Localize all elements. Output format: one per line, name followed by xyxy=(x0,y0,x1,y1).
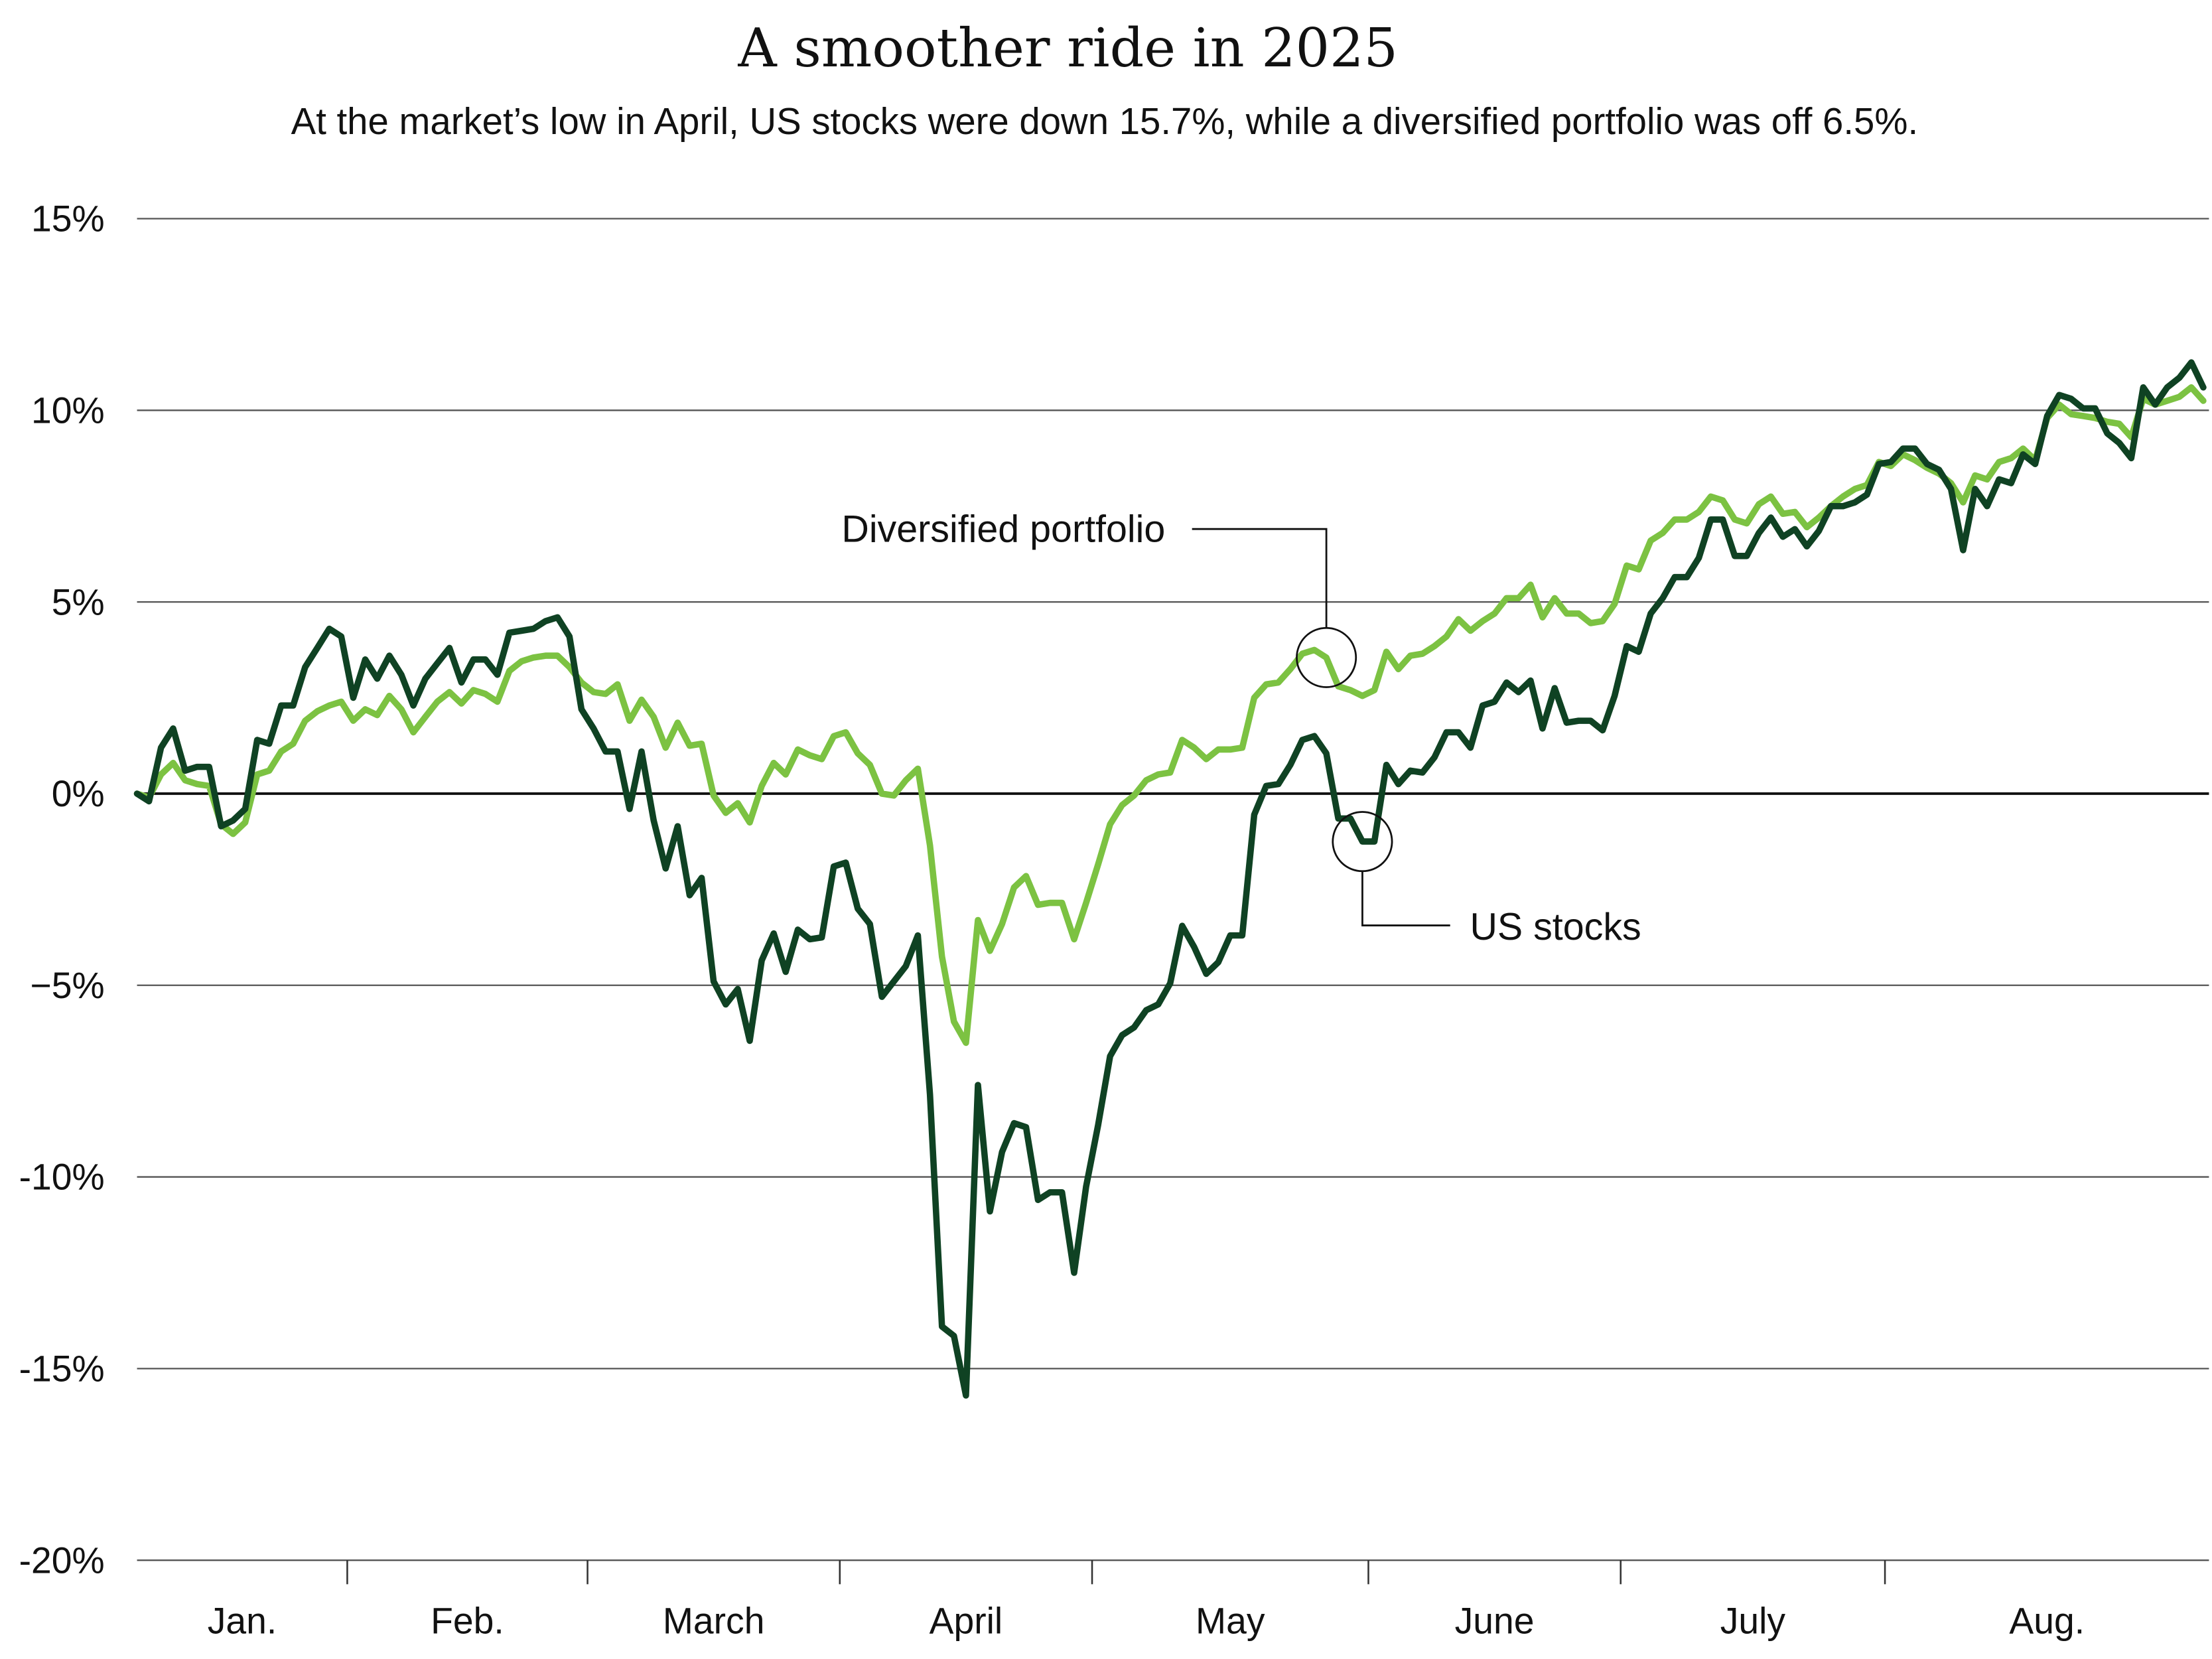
x-tick-label: May xyxy=(1196,1601,1265,1642)
y-tick-label: 5% xyxy=(52,581,105,622)
series-line-us-stocks xyxy=(133,359,2207,1399)
y-tick-label: −5% xyxy=(30,965,104,1006)
x-tick-label: April xyxy=(930,1601,1003,1642)
series-lines xyxy=(133,359,2207,1399)
y-tick-label: -15% xyxy=(19,1348,105,1390)
x-tick-label: Aug. xyxy=(2009,1601,2085,1642)
y-tick-label: -10% xyxy=(19,1157,105,1198)
series-line-diversified-portfolio xyxy=(133,384,2207,1046)
annotation-leader-line xyxy=(1192,528,1328,628)
x-tick-label: Feb. xyxy=(431,1601,504,1642)
y-tick-label: 10% xyxy=(31,390,105,431)
x-tick-label: July xyxy=(1720,1601,1786,1642)
y-axis-tick-labels: 15% 10% 5% 0% −5% -10% -15% -20% xyxy=(19,198,105,1581)
chart-subtitle: At the market’s low in April, US stocks … xyxy=(291,100,1918,142)
x-tick-label: March xyxy=(663,1601,765,1642)
x-tick-label: Jan. xyxy=(208,1601,277,1642)
y-tick-label: 0% xyxy=(52,773,105,814)
y-tick-label: 15% xyxy=(31,198,105,240)
chart-title: A smoother ride in 2025 xyxy=(737,17,1398,80)
x-axis: Jan. Feb. March April May June July Aug. xyxy=(208,1560,2085,1642)
annotation-label-diversified-portfolio: Diversified portfolio xyxy=(841,508,1165,550)
y-tick-label: -20% xyxy=(19,1540,105,1581)
annotation-leader-line xyxy=(1361,871,1450,926)
annotations: Diversified portfolio US stocks xyxy=(841,508,1641,948)
annotation-label-us-stocks: US stocks xyxy=(1470,906,1641,948)
x-tick-label: June xyxy=(1455,1601,1535,1642)
gridlines xyxy=(137,218,2209,1561)
